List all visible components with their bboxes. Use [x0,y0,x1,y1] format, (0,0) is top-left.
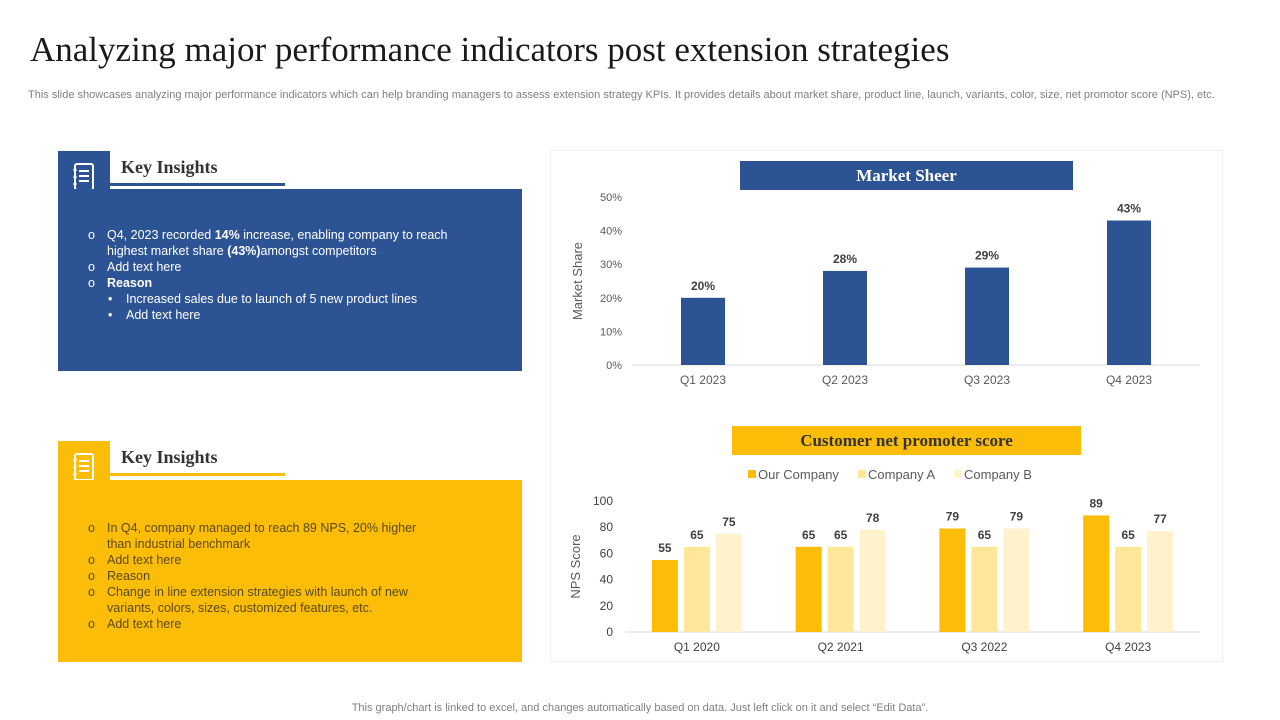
nps-bar [859,529,886,632]
insights-bottom-item: Reason [88,568,428,584]
nps-data-label: 65 [834,528,848,542]
nps-bar [651,559,678,632]
market-data-label: 43% [1117,202,1141,216]
nps-y-tick: 0 [606,625,613,639]
market-y-tick: 30% [600,259,622,271]
nps-chart-title: Customer net promoter score [732,426,1081,455]
nps-data-label: 65 [1121,528,1135,542]
market-y-tick: 50% [600,192,622,204]
nps-data-label: 65 [802,528,816,542]
nps-y-tick: 60 [600,546,614,560]
market-data-label: 28% [833,252,857,266]
insights-bottom-item: In Q4, company managed to reach 89 NPS, … [88,520,428,552]
page-title: Analyzing major performance indicators p… [30,30,950,69]
nps-legend-label: Company B [964,467,1032,482]
insights-bottom-item: Add text here [88,552,428,568]
nps-x-tick: Q2 2021 [818,640,864,654]
nps-bar [683,546,710,632]
market-y-tick: 0% [606,360,622,372]
market-y-tick: 40% [600,226,622,238]
nps-y-tick: 20 [600,599,614,613]
market-data-label: 29% [975,249,999,263]
footer-note: This graph/chart is linked to excel, and… [351,702,929,714]
market-bar [965,267,1009,365]
insights-top-bullet-2: Add text here [88,259,482,275]
market-bar [681,297,725,365]
nps-legend-label: Company A [868,467,936,482]
insights-top-heading: Key Insights [121,157,218,177]
nps-bar [1115,546,1142,632]
market-x-tick: Q2 2023 [822,373,868,387]
nps-legend-swatch [954,470,962,478]
nps-x-tick: Q1 2020 [674,640,720,654]
insights-top-underline [110,183,285,186]
market-x-tick: Q4 2023 [1106,373,1152,387]
page-subtitle: This slide showcases analyzing major per… [28,89,1215,101]
nps-data-label: 79 [1010,510,1024,524]
insights-top-bullet-3: Reason [88,275,482,291]
nps-legend-swatch [748,470,756,478]
insights-bottom-item: Change in line extension strategies with… [88,584,428,616]
insights-top-panel: Q4, 2023 recorded 14% increase, enabling… [58,189,522,371]
insights-top-list: Q4, 2023 recorded 14% increase, enabling… [88,227,482,323]
nps-data-label: 75 [722,515,736,529]
nps-y-tick: 40 [600,573,614,587]
market-y-tick: 20% [600,293,622,305]
insights-bottom-heading: Key Insights [121,447,218,467]
insights-top-sub-2: Add text here [88,307,482,323]
nps-data-label: 89 [1089,496,1103,510]
nps-data-label: 78 [866,511,880,525]
market-y-tick: 10% [600,326,622,338]
insights-bottom-panel: In Q4, company managed to reach 89 NPS, … [58,480,522,662]
market-bar [1107,220,1151,365]
nps-bar [1003,528,1030,632]
nps-y-tick: 80 [600,520,614,534]
nps-data-label: 77 [1153,512,1167,526]
insights-top-sub-1: Increased sales due to launch of 5 new p… [88,291,482,307]
nps-x-tick: Q4 2023 [1105,640,1151,654]
nps-bar [1083,515,1110,632]
nps-y-axis-label: NPS Score [568,534,583,598]
insights-bottom-underline [110,473,285,476]
nps-bar [715,533,742,632]
nps-bar [971,546,998,632]
market-x-tick: Q3 2023 [964,373,1010,387]
nps-bar [939,528,966,632]
nps-data-label: 55 [658,541,672,555]
insights-bottom-list: In Q4, company managed to reach 89 NPS, … [88,520,428,632]
nps-legend-label: Our Company [758,467,839,482]
nps-y-tick: 100 [593,494,613,508]
nps-data-label: 79 [946,510,960,524]
nps-bar [827,546,854,632]
insights-bottom-item: Add text here [88,616,428,632]
market-x-tick: Q1 2023 [680,373,726,387]
market-bar [823,270,867,365]
nps-data-label: 65 [690,528,704,542]
insights-top-bullet-1: Q4, 2023 recorded 14% increase, enabling… [88,227,482,259]
nps-bar [1147,531,1174,632]
nps-bar [795,546,822,632]
market-y-axis-label: Market Share [570,242,585,320]
nps-legend-swatch [858,470,866,478]
nps-data-label: 65 [978,528,992,542]
nps-x-tick: Q3 2022 [961,640,1007,654]
market-chart-title: Market Sheer [740,161,1073,190]
market-data-label: 20% [691,279,715,293]
